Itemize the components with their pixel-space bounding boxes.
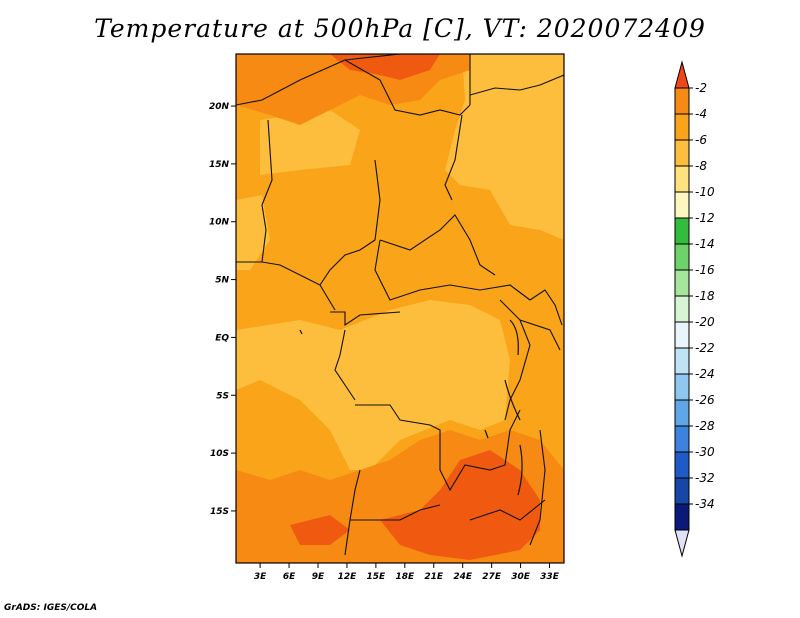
colorbar-swatch [674, 503, 690, 531]
colorbar-swatch [674, 347, 690, 375]
colorbar-label: -16 [695, 263, 715, 277]
colorbar-label: -14 [695, 237, 715, 251]
colorbar-label: -6 [695, 133, 707, 147]
lat-tick-label: EQ [215, 333, 229, 343]
colorbar-swatch [674, 217, 690, 245]
lat-tick-label: 20N [209, 102, 230, 112]
map-title: Temperature at 500hPa [C], VT: 202007240… [94, 14, 706, 43]
lon-tick-label: 3E [254, 572, 267, 582]
colorbar-label: -30 [695, 445, 715, 459]
lat-tick-label: 15S [210, 507, 229, 517]
colorbar-label: -12 [695, 211, 715, 225]
colorbar-top-arrow [674, 60, 690, 89]
region-minus8-west [236, 195, 270, 270]
colorbar-label: -22 [695, 341, 715, 355]
colorbar-swatch [674, 243, 690, 271]
map-frame [235, 53, 565, 564]
lon-tick-label: 18E [395, 572, 415, 582]
colorbar-swatch [674, 451, 690, 479]
axis-ticks: 3E 6E 9E 12E 15E 18E 21E 24E 27E 30E 33E 20N 15N 10N 5… [209, 102, 560, 582]
lon-tick-label: 21E [424, 572, 444, 582]
lat-tick-label: 10S [210, 449, 229, 459]
lake-outlines [299, 319, 523, 496]
lon-tick-label: 33E [540, 572, 560, 582]
lon-tick-label: 30E [511, 572, 531, 582]
colorbar-swatch [674, 87, 690, 115]
region-minus2-north [330, 54, 440, 80]
lat-tick-label: 10N [209, 218, 230, 228]
colorbar-label: -34 [695, 497, 715, 511]
colorbar-swatch [674, 295, 690, 323]
colorbar-label: -24 [695, 367, 715, 381]
colorbar-label: -20 [695, 315, 715, 329]
region-minus2-south [380, 450, 540, 560]
country-borders [236, 54, 564, 556]
colorbar-swatch [674, 321, 690, 349]
lon-tick-label: 12E [338, 572, 358, 582]
colorbar-swatch [674, 425, 690, 453]
lat-tick-label: 5S [216, 391, 229, 401]
colorbar-label: -26 [695, 393, 715, 407]
lon-tick-label: 24E [453, 572, 473, 582]
lon-tick-label: 6E [283, 572, 296, 582]
colorbar-label: -18 [695, 289, 715, 303]
region-minus2-southwest [290, 515, 350, 545]
colorbar-swatch [674, 191, 690, 219]
region-minus8-northwest [260, 110, 360, 175]
lon-tick-label: 9E [312, 572, 325, 582]
colorbar: -2 -4 -6 -8 -10 -12 -14 -16 -18 -20 -22 -24 -26 -28 -3… [674, 60, 715, 558]
lat-tick-label: 5N [215, 276, 229, 286]
colorbar-label: -8 [695, 159, 707, 173]
colorbar-label: -4 [695, 107, 707, 121]
colorbar-label: -2 [695, 81, 707, 95]
colorbar-swatch [674, 113, 690, 141]
colorbar-swatch [674, 373, 690, 401]
colorbar-swatch [674, 269, 690, 297]
grads-credit: GrADS: IGES/COLA [4, 603, 98, 613]
colorbar-swatch [674, 139, 690, 167]
colorbar-swatch [674, 165, 690, 193]
region-minus8-center [236, 300, 510, 470]
temperature-field [236, 54, 564, 563]
colorbar-label: -10 [695, 185, 715, 199]
lon-tick-label: 27E [482, 572, 502, 582]
colorbar-bottom-arrow [674, 529, 690, 558]
lon-tick-label: 15E [367, 572, 387, 582]
lat-tick-label: 15N [209, 160, 230, 170]
colorbar-swatch [674, 399, 690, 427]
region-minus8-northeast [445, 54, 564, 240]
colorbar-label: -28 [695, 419, 715, 433]
colorbar-label: -32 [695, 471, 715, 485]
colorbar-swatch [674, 477, 690, 505]
